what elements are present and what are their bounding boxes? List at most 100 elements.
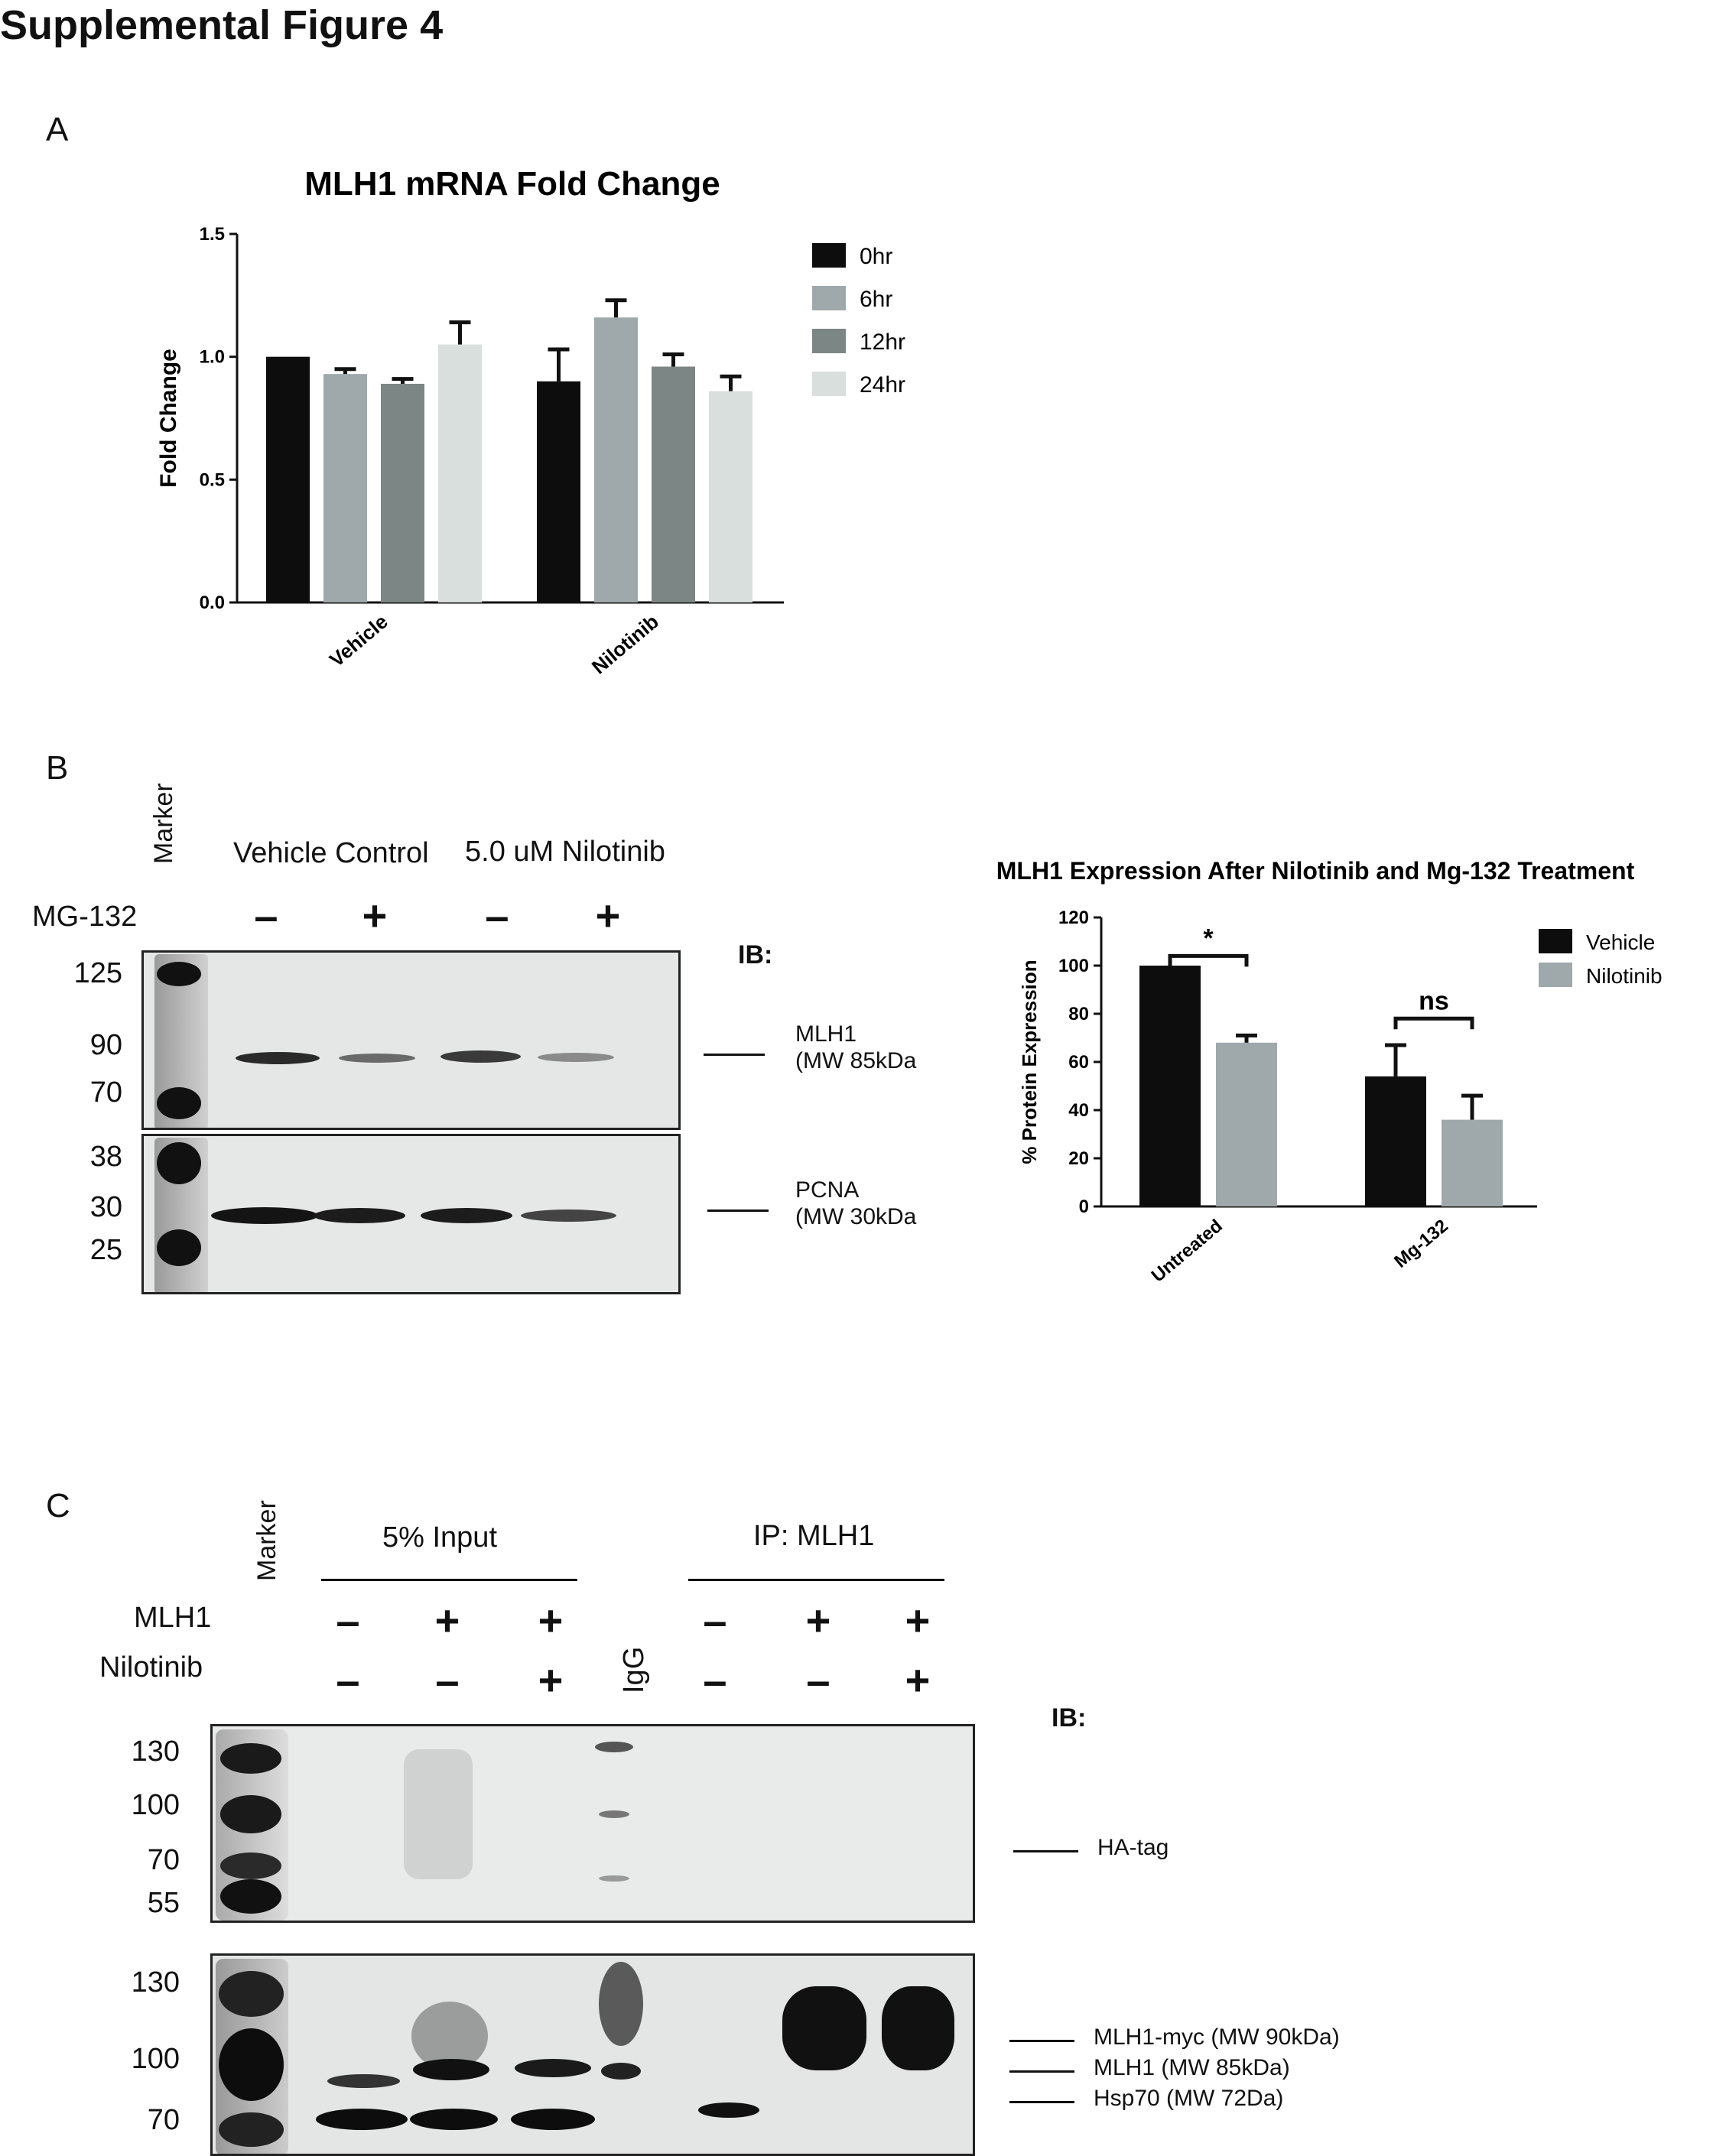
chart-b-ytick-label: 40 [1068,1100,1089,1121]
blot-b-pcna-image [141,1134,681,1294]
chart-a-legend-label: 12hr [860,330,905,355]
blot-b-sign-2: + [362,891,388,940]
chart-b-ytick-label: 20 [1068,1148,1089,1169]
blot-c-ha-image [210,1724,975,1923]
blot-c-ib-label: IB: [1052,1703,1087,1732]
chart-b-bar-vehicle [1365,1076,1426,1206]
blot-c-igg-band [599,1962,643,2046]
blot-b-mw-25: 25 [89,1234,122,1266]
chart-a-mlh1-mrna: MLH1 mRNA Fold Change Fold Change 0.0 0.5 1.… [156,165,905,679]
blot-c-mlh1-sign-6: + [905,1596,931,1645]
blot-b-sign-3: – [485,891,509,940]
chart-b-category-label: Untreated [1148,1216,1227,1287]
blot-c-mw-100-bottom: 100 [131,2043,180,2075]
blot-b-mg132-label: MG-132 [32,901,138,933]
blot-c-ladder-band [219,2028,284,2101]
chart-b-significance-bracket [1168,953,1249,967]
blot-c-mw-130-top: 130 [131,1736,180,1768]
blot-c-row-nilotinib: Nilotinib [99,1651,203,1684]
blot-c-mlh1-myc-band [782,1986,866,2070]
blot-c-hsp70-annotation: Hsp70 (MW 72Da) [1094,2086,1284,2111]
blot-c-mw-70-top: 70 [147,1844,180,1876]
chart-b-legend-swatch [1539,929,1572,953]
blot-b-mw-30: 30 [89,1191,122,1223]
blot-b-pcna-pointer [707,1210,769,1212]
blot-c-row-mlh1: MLH1 [134,1602,212,1634]
blot-b-mw-125: 125 [73,957,122,989]
blot-b-mlh1-band [339,1054,415,1063]
blot-c-igg-band [599,1875,629,1882]
chart-a-bar-24hr [709,391,752,602]
panel-a-label: A [46,111,69,148]
chart-a-category-label: Nilotinib [587,610,663,679]
chart-b-bar-vehicle [1139,966,1201,1206]
blot-c-mw-130-bottom: 130 [131,1966,180,1999]
blot-c-nilotinib-sign-2: – [435,1656,460,1704]
blot-c-hsp70-band [316,2109,408,2130]
chart-a-legend-swatch [812,243,846,268]
chart-b-ytick-label: 60 [1068,1052,1089,1073]
blot-b-pcna-band [421,1208,512,1223]
blot-b-pcna-annotation: PCNA (MW 30kDa [795,1177,916,1230]
chart-a-ytick-label: 0.0 [200,593,225,613]
blot-c-mlh1-annotation: MLH1 (MW 85kDa) [1094,2055,1290,2080]
chart-a-bar-24hr [438,344,482,602]
blot-b-sign-4: + [595,891,621,940]
blot-b-pcna-band [521,1210,616,1222]
blot-b-pcna-text: PCNA [795,1177,860,1203]
chart-b-bar-nilotinib [1216,1042,1277,1206]
chart-a-bar-0hr [537,381,580,602]
blot-b-mw-90: 90 [89,1029,122,1061]
chart-b-legend-swatch [1539,963,1572,987]
blot-c-mlh1-band [413,2059,489,2080]
blot-b-mlh1-band [440,1050,521,1063]
chart-a-ytick-label: 1.5 [200,224,225,245]
chart-b-ytick-label: 0 [1079,1197,1089,1217]
blot-b-mw-38: 38 [89,1141,122,1173]
blot-b-ladder-band [157,1229,201,1266]
blot-b-ladder-band [157,1087,201,1119]
blot-b-mlh1-annotation: MLH1 (MW 85kDa [795,1021,916,1074]
blot-b-ladder-band [157,962,201,986]
chart-a-bar-12hr [381,384,424,602]
blot-b-group-vehicle: Vehicle Control [233,837,429,869]
blot-c-input-underline [321,1579,577,1581]
blot-c-hsp70-band [410,2109,498,2130]
chart-b-significance-label: ns [1419,986,1449,1015]
chart-b-title: MLH1 Expression After Nilotinib and Mg-1… [996,857,1635,885]
chart-b-ytick-label: 100 [1058,956,1089,976]
blot-b-mlh1-band [236,1052,320,1064]
chart-a-legend-swatch [812,286,846,310]
blot-c-ladder-band [220,1795,281,1833]
blot-c-hsp70-band [511,2109,595,2130]
blot-c-mlh1-image [210,1953,975,2156]
blot-c-nilotinib-sign-3: + [538,1656,564,1704]
blot-c-hsp70-band [698,2102,759,2118]
blot-b-mlh1-text: MLH1 [795,1021,857,1047]
chart-a-legend-label: 24hr [860,372,905,398]
chart-a-bar-6hr [594,317,638,602]
panel-b-label: B [46,749,69,787]
figure-title: Supplemental Figure 4 [0,2,444,48]
blot-c-group-ip: IP: MLH1 [753,1520,875,1552]
blot-c-igg-band [595,1742,633,1752]
blot-c-ladder-band [220,1852,281,1879]
chart-a-legend-label: 6hr [860,287,892,312]
chart-a-ytick-label: 0.5 [200,469,225,490]
blot-c-mw-100-top: 100 [131,1789,180,1821]
blot-b-ladder-band [157,1142,201,1184]
chart-a-ylabel: Fold Change [156,349,181,488]
blot-c-mlh1myc-annotation: MLH1-myc (MW 90kDa) [1094,2024,1340,2050]
chart-b-bar-nilotinib [1442,1119,1503,1206]
blot-c-ha-annotation: HA-tag [1097,1835,1169,1860]
blot-c-nilotinib-sign-4: – [703,1656,727,1704]
blot-b-pcna-band [314,1208,405,1223]
blot-c-mlh1myc-pointer [1009,2040,1074,2042]
blot-b-mlh1-band [538,1053,614,1062]
chart-a-title: MLH1 mRNA Fold Change [304,165,720,203]
chart-a-bar-0hr [266,356,310,602]
panel-c-label: C [46,1487,70,1524]
blot-b-mlh1-mw: (MW 85kDa [795,1047,917,1073]
blot-c-mlh1-sign-3: + [538,1596,564,1645]
blot-c-mw-70-bottom: 70 [147,2104,180,2136]
